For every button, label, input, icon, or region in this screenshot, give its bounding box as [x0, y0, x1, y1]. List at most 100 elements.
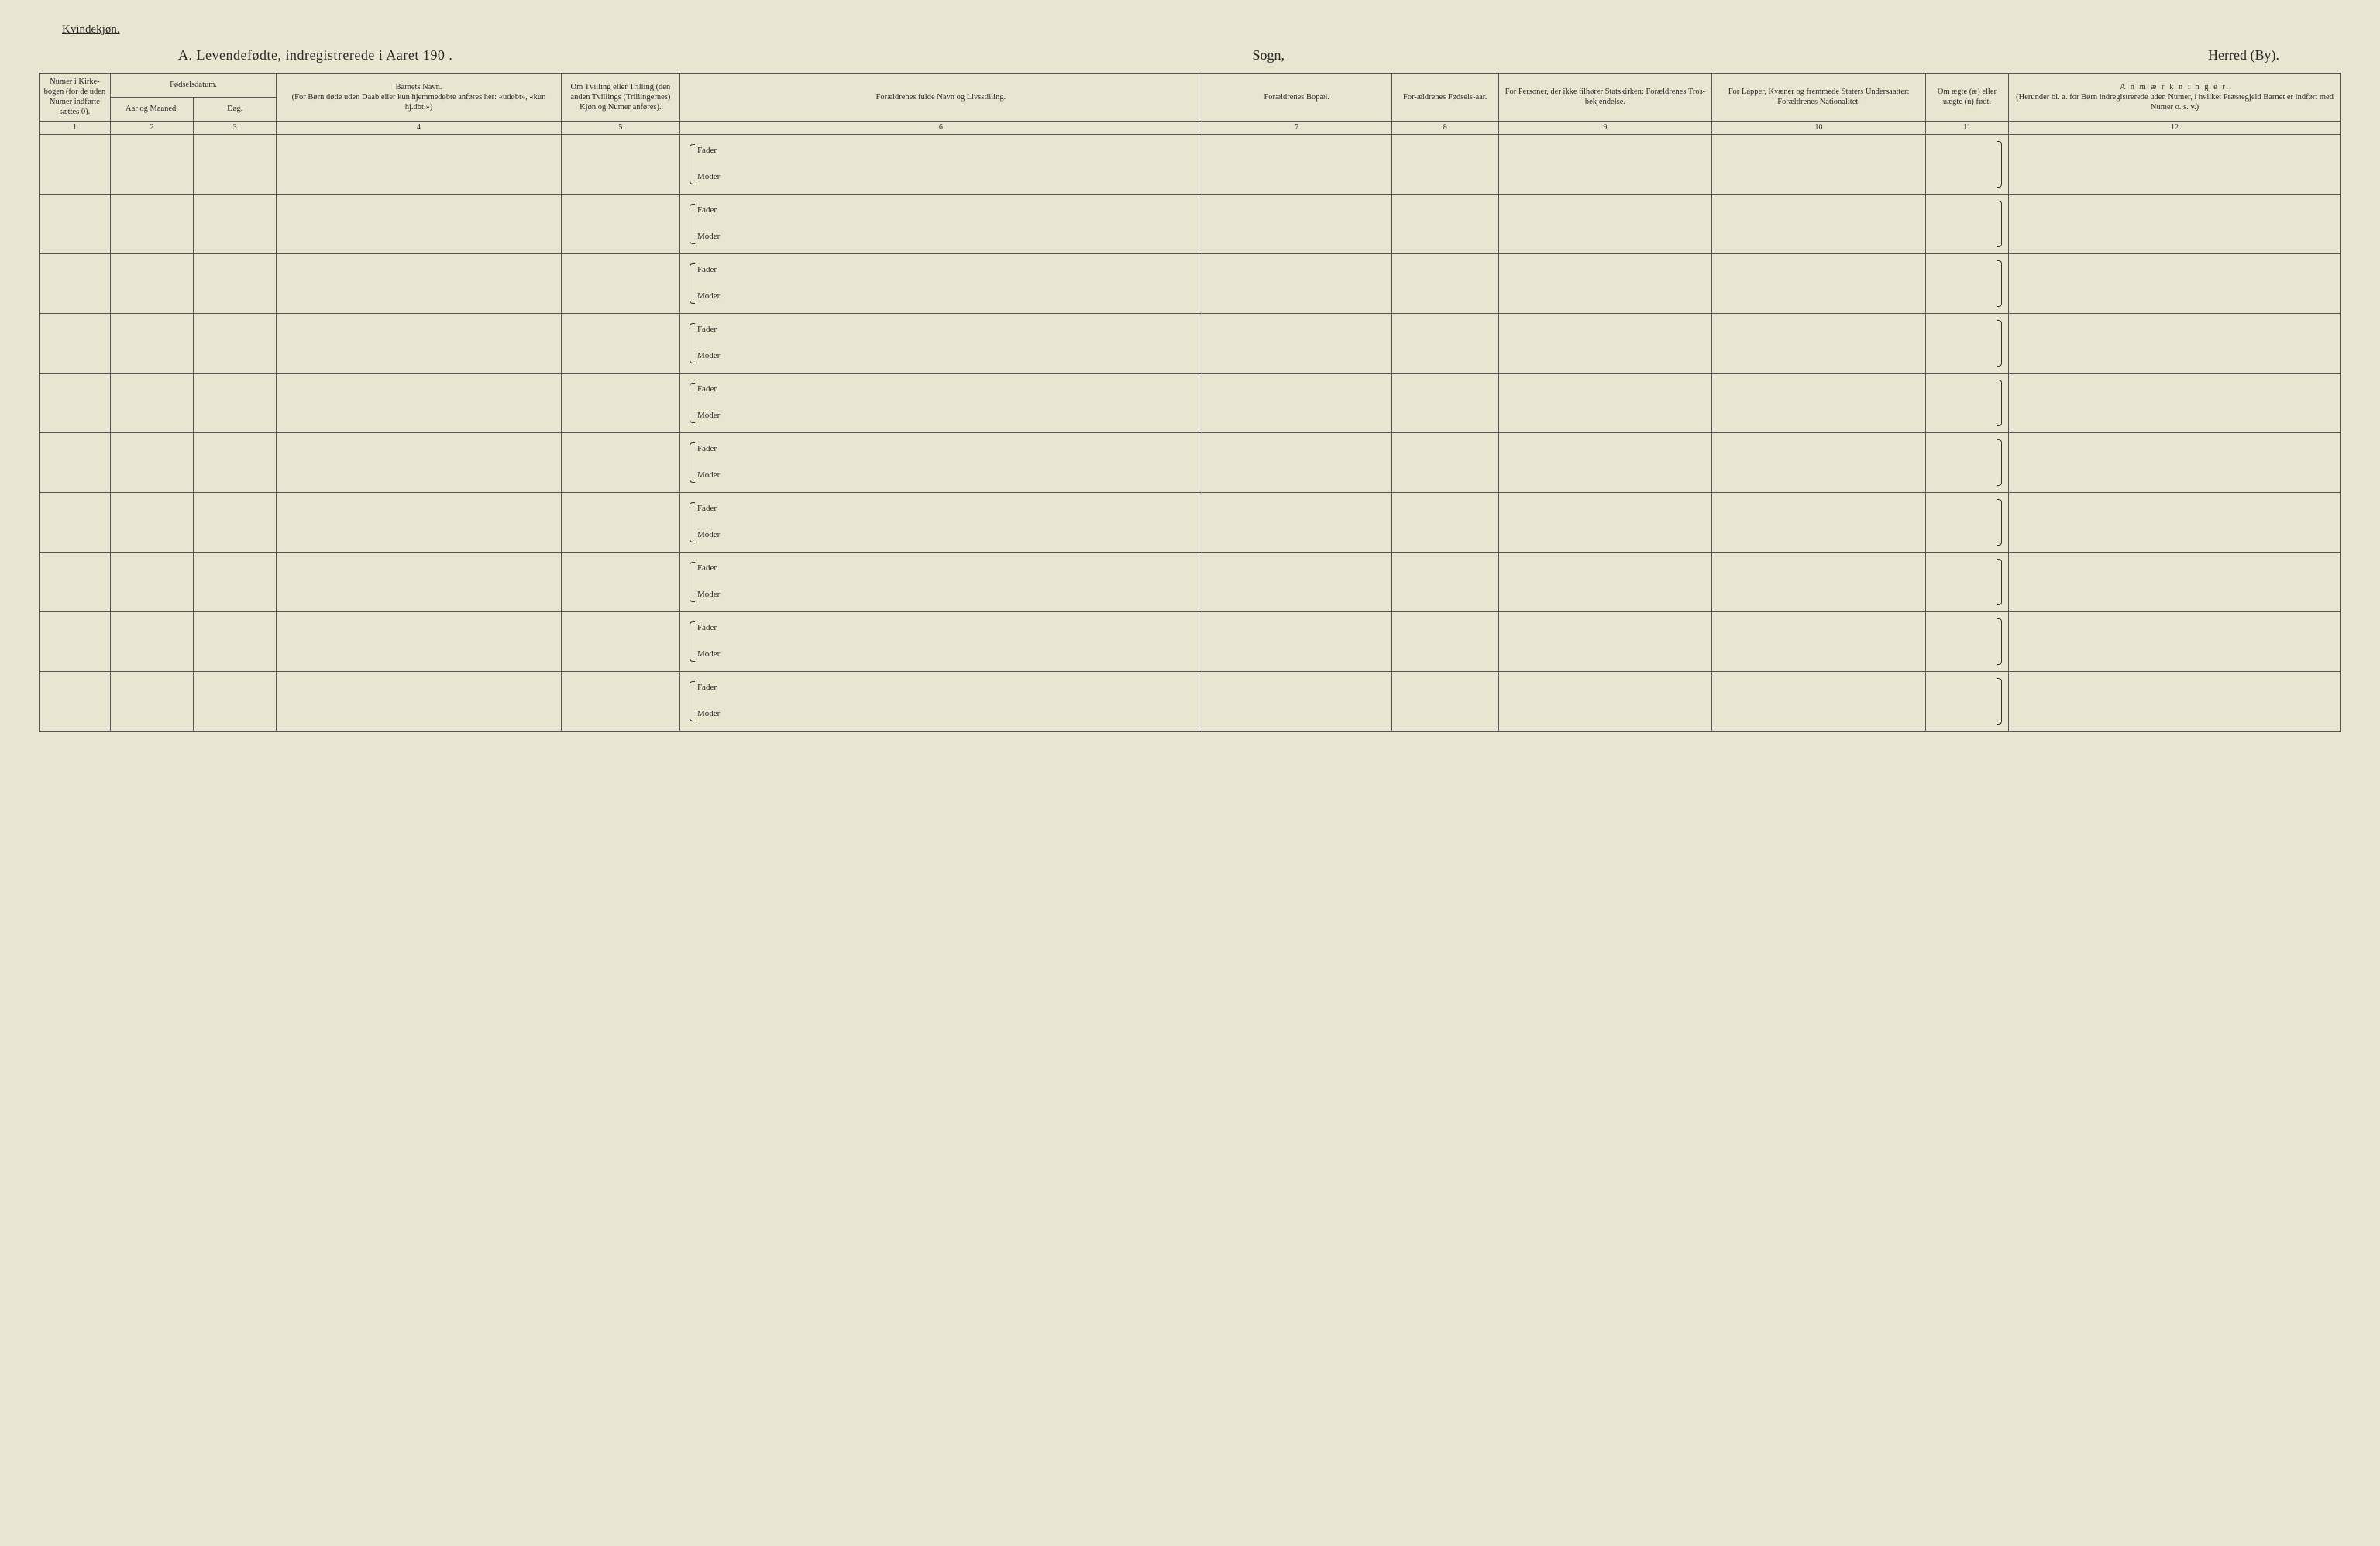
- table-row: FaderModer: [40, 553, 2341, 612]
- empty-cell: [561, 493, 679, 553]
- empty-cell: [561, 553, 679, 612]
- empty-cell: [1202, 195, 1391, 254]
- empty-cell: [277, 254, 562, 314]
- empty-cell: [1498, 672, 1712, 732]
- empty-cell: [1391, 612, 1498, 672]
- hdr-c7: Forældrenes Bopæl.: [1202, 74, 1391, 122]
- empty-cell: [1391, 553, 1498, 612]
- hdr-c3: Dag.: [194, 97, 277, 121]
- remarks-cell: [2009, 672, 2341, 732]
- empty-cell: [1391, 254, 1498, 314]
- hdr-c10: For Lapper, Kvæner og fremmede Staters U…: [1712, 74, 1926, 122]
- legitimacy-cell: [1925, 493, 2008, 553]
- empty-cell: [1202, 493, 1391, 553]
- empty-cell: [1202, 612, 1391, 672]
- empty-cell: [277, 612, 562, 672]
- moder-label: Moder: [683, 284, 1199, 310]
- empty-cell: [561, 135, 679, 195]
- legitimacy-cell: [1925, 135, 2008, 195]
- colnum-5: 5: [561, 121, 679, 135]
- table-row: FaderModer: [40, 314, 2341, 374]
- empty-cell: [194, 612, 277, 672]
- empty-cell: [40, 374, 111, 433]
- fader-label: Fader: [683, 198, 1199, 224]
- remarks-cell: [2009, 254, 2341, 314]
- hdr-c11: Om ægte (æ) eller uægte (u) født.: [1925, 74, 2008, 122]
- colnum-7: 7: [1202, 121, 1391, 135]
- hdr-c4: Barnets Navn. (For Børn døde uden Daab e…: [277, 74, 562, 122]
- legitimacy-cell: [1925, 433, 2008, 493]
- empty-cell: [1712, 493, 1926, 553]
- empty-cell: [1391, 433, 1498, 493]
- empty-cell: [1391, 135, 1498, 195]
- table-row: FaderModer: [40, 433, 2341, 493]
- empty-cell: [1712, 433, 1926, 493]
- colnum-12: 12: [2009, 121, 2341, 135]
- empty-cell: [194, 135, 277, 195]
- fader-label: Fader: [683, 675, 1199, 701]
- hdr-c2c3: Fødselsdatum.: [110, 74, 276, 98]
- moder-label: Moder: [683, 164, 1199, 191]
- empty-cell: [1712, 672, 1926, 732]
- empty-cell: [194, 433, 277, 493]
- empty-cell: [1391, 374, 1498, 433]
- table-row: FaderModer: [40, 612, 2341, 672]
- moder-label: Moder: [683, 463, 1199, 489]
- parents-cell: FaderModer: [679, 672, 1202, 732]
- parents-cell: FaderModer: [679, 195, 1202, 254]
- colnum-3: 3: [194, 121, 277, 135]
- hdr-c4-sub: (For Børn døde uden Daab eller kun hjemm…: [280, 92, 558, 112]
- moder-label: Moder: [683, 582, 1199, 608]
- table-row: FaderModer: [40, 672, 2341, 732]
- table-header: Numer i Kirke-bogen (for de uden Numer i…: [40, 74, 2341, 135]
- colnum-11: 11: [1925, 121, 2008, 135]
- hdr-c1: Numer i Kirke-bogen (for de uden Numer i…: [40, 74, 111, 122]
- parents-cell: FaderModer: [679, 314, 1202, 374]
- empty-cell: [110, 254, 193, 314]
- colnum-8: 8: [1391, 121, 1498, 135]
- remarks-cell: [2009, 374, 2341, 433]
- empty-cell: [1391, 314, 1498, 374]
- empty-cell: [1498, 433, 1712, 493]
- colnum-9: 9: [1498, 121, 1712, 135]
- empty-cell: [1202, 314, 1391, 374]
- empty-cell: [40, 612, 111, 672]
- hdr-c8: For-ældrenes Fødsels-aar.: [1391, 74, 1498, 122]
- legitimacy-cell: [1925, 374, 2008, 433]
- hdr-c12-label: A n m æ r k n i n g e r.: [2012, 82, 2337, 92]
- empty-cell: [110, 553, 193, 612]
- legitimacy-cell: [1925, 553, 2008, 612]
- empty-cell: [277, 493, 562, 553]
- legitimacy-cell: [1925, 672, 2008, 732]
- colnum-2: 2: [110, 121, 193, 135]
- empty-cell: [561, 672, 679, 732]
- empty-cell: [1498, 314, 1712, 374]
- empty-cell: [1202, 374, 1391, 433]
- empty-cell: [1498, 254, 1712, 314]
- moder-label: Moder: [683, 343, 1199, 370]
- empty-cell: [40, 135, 111, 195]
- fader-label: Fader: [683, 257, 1199, 284]
- empty-cell: [1498, 195, 1712, 254]
- hdr-c5: Om Tvilling eller Trilling (den anden Tv…: [561, 74, 679, 122]
- empty-cell: [277, 135, 562, 195]
- empty-cell: [194, 195, 277, 254]
- register-table: Numer i Kirke-bogen (for de uden Numer i…: [39, 73, 2341, 732]
- empty-cell: [110, 612, 193, 672]
- empty-cell: [40, 314, 111, 374]
- empty-cell: [194, 314, 277, 374]
- legitimacy-cell: [1925, 254, 2008, 314]
- table-row: FaderModer: [40, 254, 2341, 314]
- empty-cell: [1391, 493, 1498, 553]
- column-numbers-row: 1 2 3 4 5 6 7 8 9 10 11 12: [40, 121, 2341, 135]
- table-row: FaderModer: [40, 135, 2341, 195]
- fader-label: Fader: [683, 317, 1199, 343]
- hdr-c12: A n m æ r k n i n g e r. (Herunder bl. a…: [2009, 74, 2341, 122]
- fader-label: Fader: [683, 377, 1199, 403]
- empty-cell: [561, 254, 679, 314]
- empty-cell: [40, 672, 111, 732]
- remarks-cell: [2009, 195, 2341, 254]
- hdr-c9: For Personer, der ikke tilhører Statskir…: [1498, 74, 1712, 122]
- hdr-c12-sub: (Herunder bl. a. for Børn indregistrered…: [2012, 92, 2337, 112]
- fader-label: Fader: [683, 615, 1199, 642]
